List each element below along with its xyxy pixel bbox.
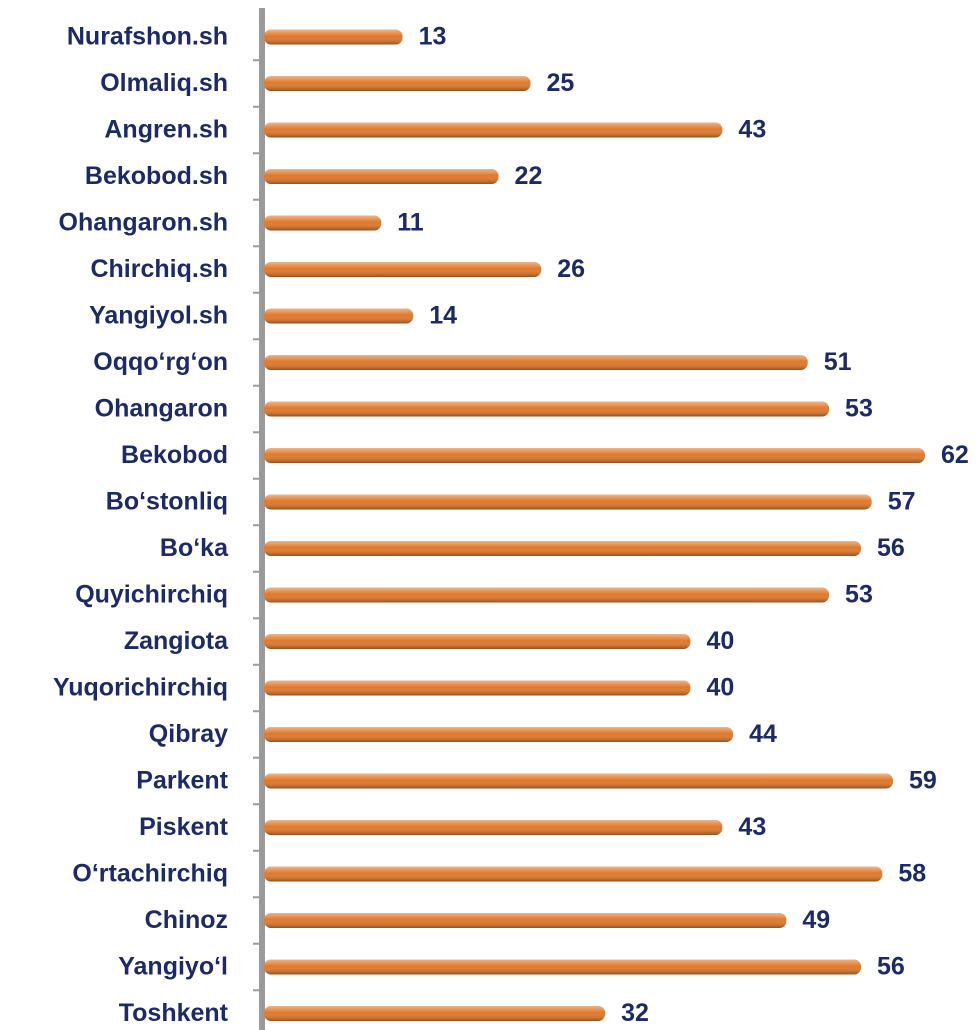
- category-label: Olmaliq.sh: [100, 69, 228, 97]
- value-label: 59: [909, 767, 937, 795]
- category-label: O‘rtachirchiq: [72, 860, 228, 888]
- bar-shine: [264, 29, 403, 45]
- category-label: Nurafshon.sh: [67, 23, 228, 51]
- bar-shine: [264, 587, 830, 603]
- bar-shine: [264, 913, 787, 928]
- value-label: 14: [429, 302, 457, 330]
- category-label: Ohangaron: [95, 395, 228, 423]
- bar-shine: [264, 1006, 606, 1021]
- category-label: Chinoz: [145, 906, 228, 934]
- bar-shine: [264, 680, 691, 696]
- bar-shine: [264, 262, 542, 277]
- category-label: Bekobod: [121, 441, 228, 469]
- category-label: Oqqo‘rg‘on: [93, 348, 228, 376]
- bar-shine: [264, 308, 414, 324]
- category-label: Bekobod.sh: [85, 162, 228, 190]
- bar-shine: [264, 820, 723, 835]
- value-label: 57: [888, 488, 916, 516]
- bar-shine: [264, 494, 872, 510]
- value-label: 44: [749, 720, 777, 748]
- value-label: 58: [898, 860, 926, 888]
- bar-shine: [264, 727, 734, 742]
- bar-shine: [264, 355, 808, 370]
- category-label: Qibray: [149, 720, 228, 748]
- value-label: 62: [941, 441, 969, 469]
- bar-shine: [264, 401, 830, 417]
- bar-shine: [264, 169, 499, 184]
- value-label: 32: [621, 999, 649, 1027]
- category-label: Parkent: [136, 767, 228, 795]
- bar-shine: [264, 541, 862, 556]
- bar-shine: [264, 634, 691, 649]
- value-label: 49: [802, 906, 830, 934]
- category-label: Toshkent: [119, 999, 229, 1027]
- bar-shine: [264, 215, 382, 231]
- value-label: 51: [824, 348, 852, 376]
- value-label: 53: [845, 581, 873, 609]
- value-label: 53: [845, 395, 873, 423]
- category-axis: [259, 8, 265, 1030]
- value-label: 56: [877, 534, 905, 562]
- category-label: Yangiyol.sh: [89, 302, 228, 330]
- value-label: 56: [877, 953, 905, 981]
- category-label: Bo‘ka: [160, 534, 229, 562]
- category-label: Zangiota: [124, 627, 229, 655]
- bar-shine: [264, 76, 531, 91]
- category-label: Angren.sh: [104, 116, 228, 144]
- bar-shine: [264, 866, 883, 882]
- value-label: 43: [738, 813, 766, 841]
- category-label: Yuqorichirchiq: [53, 674, 228, 702]
- bar-shine: [264, 959, 862, 975]
- value-label: 40: [706, 674, 734, 702]
- value-label: 13: [419, 23, 447, 51]
- bar-shine: [264, 773, 894, 789]
- value-label: 26: [557, 255, 585, 283]
- value-label: 22: [515, 162, 543, 190]
- category-label: Bo‘stonliq: [106, 488, 228, 516]
- category-label: Piskent: [139, 813, 229, 841]
- category-label: Yangiyo‘l: [118, 953, 228, 981]
- value-label: 11: [397, 209, 424, 237]
- category-label: Quyichirchiq: [75, 581, 228, 609]
- bar-shine: [264, 448, 925, 463]
- value-label: 40: [706, 627, 734, 655]
- bar-shine: [264, 122, 723, 138]
- value-label: 25: [547, 69, 575, 97]
- category-label: Ohangaron.sh: [59, 209, 228, 237]
- value-label: 43: [738, 116, 766, 144]
- category-label: Chirchiq.sh: [90, 255, 228, 283]
